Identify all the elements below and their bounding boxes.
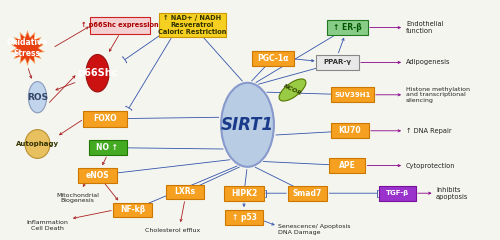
- Text: Inhibits
apoptosis: Inhibits apoptosis: [436, 187, 468, 200]
- FancyBboxPatch shape: [82, 111, 127, 127]
- FancyBboxPatch shape: [225, 210, 263, 225]
- FancyBboxPatch shape: [78, 168, 117, 183]
- Text: Inflammation
Cell Death: Inflammation Cell Death: [26, 220, 68, 231]
- FancyBboxPatch shape: [331, 87, 374, 102]
- Ellipse shape: [28, 82, 46, 113]
- Text: Histone methylation
and transcriptional
silencing: Histone methylation and transcriptional …: [406, 86, 470, 103]
- Text: Senescence/ Apoptosis
DNA Damage: Senescence/ Apoptosis DNA Damage: [278, 224, 350, 235]
- Text: Adipogenesis: Adipogenesis: [406, 60, 450, 66]
- Text: NF-kβ: NF-kβ: [120, 205, 145, 215]
- FancyBboxPatch shape: [288, 186, 327, 201]
- Text: ROS: ROS: [27, 93, 48, 102]
- Text: p66Shc: p66Shc: [77, 68, 118, 78]
- Text: Oxidative
Stress: Oxidative Stress: [7, 38, 48, 58]
- Polygon shape: [10, 30, 45, 66]
- FancyBboxPatch shape: [252, 51, 294, 66]
- FancyBboxPatch shape: [330, 158, 366, 173]
- Text: ↑ NAD+ / NADH
Resveratrol
Caloric Restriction: ↑ NAD+ / NADH Resveratrol Caloric Restri…: [158, 15, 226, 35]
- Ellipse shape: [25, 130, 50, 158]
- Text: NCOR: NCOR: [282, 84, 302, 96]
- Text: Autophagy: Autophagy: [16, 141, 59, 147]
- Text: SIRT1: SIRT1: [221, 116, 274, 134]
- Ellipse shape: [221, 83, 274, 167]
- Text: FOXO: FOXO: [93, 114, 117, 123]
- FancyBboxPatch shape: [88, 140, 126, 155]
- FancyBboxPatch shape: [327, 20, 368, 35]
- FancyBboxPatch shape: [166, 185, 203, 199]
- FancyBboxPatch shape: [316, 55, 359, 70]
- Text: TGF-β: TGF-β: [386, 190, 409, 196]
- Polygon shape: [12, 33, 42, 63]
- FancyBboxPatch shape: [90, 17, 150, 34]
- Text: ↑ p53: ↑ p53: [232, 213, 256, 222]
- Ellipse shape: [86, 54, 109, 92]
- FancyBboxPatch shape: [159, 13, 226, 37]
- FancyBboxPatch shape: [331, 123, 369, 138]
- Text: KU70: KU70: [338, 126, 361, 135]
- Text: APE: APE: [339, 161, 356, 170]
- Text: PGC-1α: PGC-1α: [257, 54, 288, 63]
- Text: ↑ ER-β: ↑ ER-β: [333, 23, 362, 32]
- Text: ↑ p66Shc expression: ↑ p66Shc expression: [81, 22, 159, 28]
- Text: Endothelial
function: Endothelial function: [406, 21, 444, 34]
- Text: eNOS: eNOS: [86, 171, 110, 180]
- Text: LXRs: LXRs: [174, 187, 196, 197]
- FancyBboxPatch shape: [113, 203, 152, 217]
- Text: NO ↑: NO ↑: [96, 143, 118, 152]
- Text: SUV39H1: SUV39H1: [334, 92, 370, 98]
- Text: Cholesterol efflux: Cholesterol efflux: [145, 228, 200, 233]
- Text: HIPK2: HIPK2: [231, 189, 257, 198]
- FancyBboxPatch shape: [224, 186, 264, 201]
- Text: Cytoprotection: Cytoprotection: [406, 163, 456, 168]
- Ellipse shape: [279, 79, 306, 101]
- Text: Mitochondrial
Biogenesis: Mitochondrial Biogenesis: [56, 192, 99, 204]
- Text: Smad7: Smad7: [293, 189, 322, 198]
- Text: ↑ DNA Repair: ↑ DNA Repair: [406, 128, 452, 134]
- Text: PPAR-γ: PPAR-γ: [324, 60, 351, 66]
- FancyBboxPatch shape: [379, 186, 416, 201]
